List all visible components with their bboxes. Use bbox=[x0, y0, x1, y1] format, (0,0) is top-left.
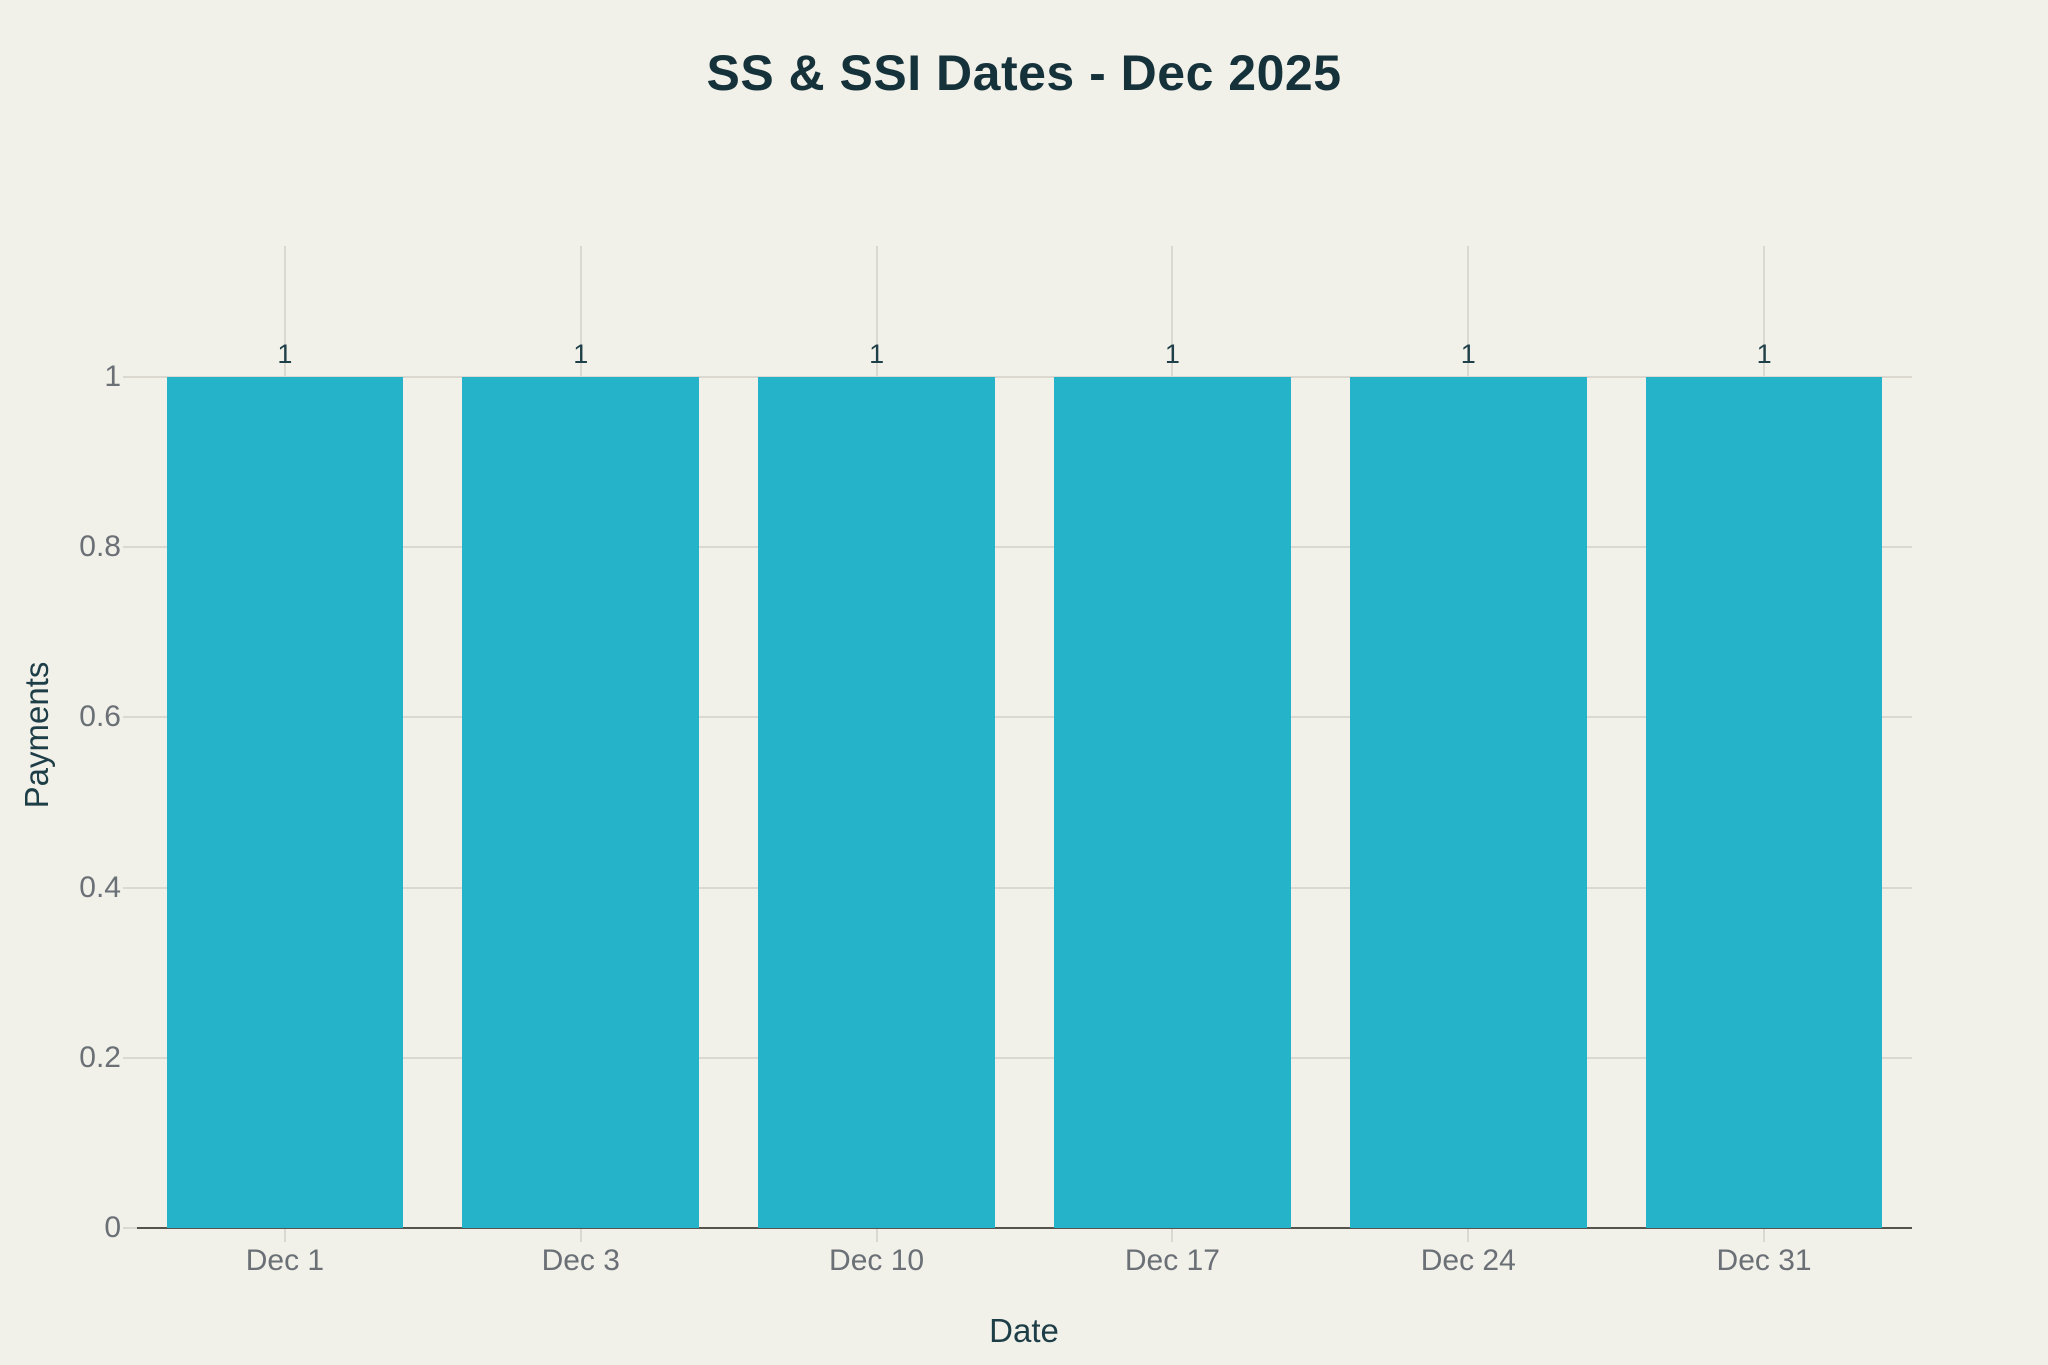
bar-value-label: 1 bbox=[1756, 339, 1772, 369]
x-tick bbox=[875, 1228, 878, 1242]
x-axis-title: Date bbox=[989, 1312, 1059, 1349]
bar-dec-3 bbox=[462, 377, 700, 1228]
bar-dec-17 bbox=[1054, 377, 1291, 1228]
x-tick-label: Dec 31 bbox=[1716, 1244, 1812, 1277]
x-tick bbox=[1467, 1228, 1470, 1242]
x-tick bbox=[1763, 1228, 1766, 1242]
y-tick-label: 0 bbox=[104, 1211, 121, 1244]
bar-value-label: 1 bbox=[573, 339, 589, 369]
y-tick-label: 0.2 bbox=[79, 1040, 121, 1074]
bar-dec-24 bbox=[1349, 377, 1587, 1228]
y-tick-label: 0.4 bbox=[79, 870, 121, 904]
y-axis-title: Payments bbox=[18, 661, 55, 809]
y-tick-label: 1 bbox=[104, 360, 121, 393]
y-gridline bbox=[137, 376, 1912, 378]
x-tick bbox=[1171, 1228, 1174, 1242]
y-tick bbox=[123, 546, 137, 549]
y-tick bbox=[123, 716, 137, 719]
bar-value-label: 1 bbox=[277, 339, 293, 369]
y-gridline bbox=[137, 1056, 1912, 1059]
bar-value-label: 1 bbox=[1460, 339, 1476, 369]
y-tick bbox=[123, 376, 137, 378]
x-tick bbox=[579, 1228, 582, 1242]
y-gridline bbox=[137, 546, 1912, 549]
x-tick-label: Dec 10 bbox=[829, 1244, 925, 1277]
y-tick bbox=[123, 886, 137, 889]
x-tick-label: Dec 1 bbox=[245, 1244, 325, 1277]
x-tick-label: Dec 17 bbox=[1124, 1244, 1220, 1277]
bar-dec-10 bbox=[758, 377, 995, 1228]
chart-title: SS & SSI Dates - Dec 2025 bbox=[706, 45, 1342, 101]
y-tick-label: 0.6 bbox=[79, 700, 121, 734]
x-axis-line bbox=[137, 1227, 1912, 1229]
y-tick-label: 0.8 bbox=[79, 530, 121, 564]
bar-dec-1 bbox=[166, 377, 404, 1228]
y-gridline bbox=[137, 716, 1912, 719]
x-tick bbox=[283, 1228, 286, 1242]
y-tick bbox=[123, 1056, 137, 1059]
bar-value-label: 1 bbox=[1164, 339, 1180, 369]
y-gridline bbox=[137, 886, 1912, 889]
x-tick-label: Dec 3 bbox=[541, 1244, 620, 1277]
x-tick-label: Dec 24 bbox=[1420, 1244, 1516, 1277]
y-tick bbox=[123, 1227, 137, 1229]
bar-dec-31 bbox=[1645, 377, 1883, 1228]
bar-value-label: 1 bbox=[869, 339, 885, 369]
